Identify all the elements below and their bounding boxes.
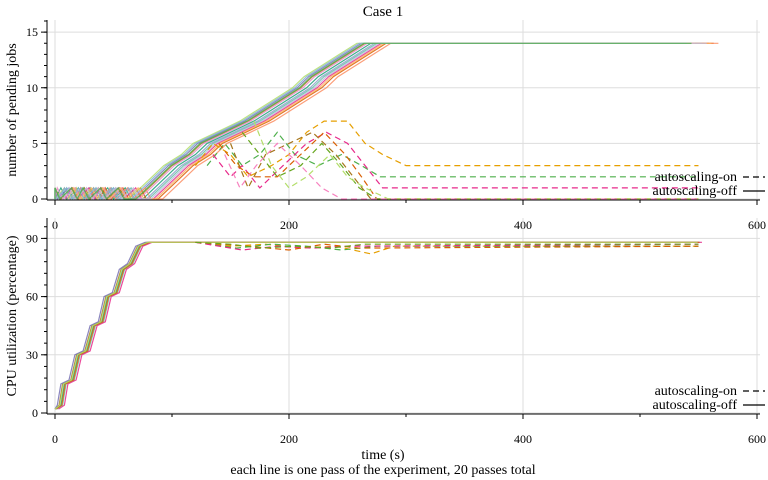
legend-label-on: autoscaling-on [655, 384, 737, 399]
chart-title: Case 1 [363, 4, 403, 20]
autoscaling-off-line [57, 42, 702, 201]
autoscaling-on-line [195, 241, 699, 251]
autoscaling-off-line [54, 42, 692, 201]
y-tick-label: 90 [26, 231, 38, 245]
autoscaling-off-line [54, 241, 698, 410]
autoscaling-on-line [212, 131, 699, 189]
autoscaling-off-line [54, 241, 697, 410]
y-axis-label: CPU utilization (percentage) [5, 235, 20, 396]
autoscaling-on-line [229, 131, 699, 200]
pending-jobs-panel: 0200400600051015number of pending jobsau… [5, 20, 766, 232]
legend-label-off: autoscaling-off [653, 184, 738, 199]
autoscaling-on-line [195, 241, 699, 249]
x-tick-label: 400 [514, 432, 532, 446]
autoscaling-off-line [54, 42, 685, 201]
legend-label-on: autoscaling-on [655, 170, 737, 185]
y-tick-label: 0 [32, 406, 38, 420]
autoscaling-off-line [69, 42, 714, 201]
autoscaling-on-line [224, 142, 699, 200]
autoscaling-off-line [54, 241, 699, 410]
y-tick-label: 10 [26, 81, 38, 95]
autoscaling-off-line [54, 42, 699, 201]
x-tick-label: 600 [748, 432, 766, 446]
y-tick-label: 30 [26, 348, 38, 362]
autoscaling-off-line [56, 241, 701, 410]
legend-label-off: autoscaling-off [653, 398, 738, 413]
autoscaling-off-line [54, 42, 695, 201]
x-tick-label: 200 [280, 432, 298, 446]
y-axis-label: number of pending jobs [5, 43, 20, 176]
autoscaling-off-line [54, 42, 690, 201]
autoscaling-off-line [62, 42, 707, 201]
y-tick-label: 5 [32, 136, 38, 150]
x-axis-label: time (s) [361, 448, 404, 463]
autoscaling-off-line [55, 241, 700, 410]
cpu-utilization-panel: 0 200 400 600 0 30 60 90 CPU utilization (percen… [5, 218, 766, 446]
autoscaling-off-line [54, 241, 695, 410]
autoscaling-on-line [253, 120, 699, 200]
autoscaling-off-line [67, 42, 712, 201]
autoscaling-on-line [206, 131, 699, 178]
y-tick-label: 60 [26, 290, 38, 304]
y-tick-label: 15 [26, 25, 38, 39]
footnote: each line is one pass of the experiment,… [230, 463, 535, 478]
autoscaling-on-line [218, 131, 699, 200]
autoscaling-off-line [58, 241, 702, 410]
autoscaling-off-line [54, 42, 687, 201]
autoscaling-on-line [194, 120, 699, 178]
x-tick-label: 0 [52, 432, 58, 446]
autoscaling-on-line [241, 131, 699, 200]
autoscaling-off-line [54, 42, 693, 201]
y-tick-label: 0 [32, 192, 38, 206]
